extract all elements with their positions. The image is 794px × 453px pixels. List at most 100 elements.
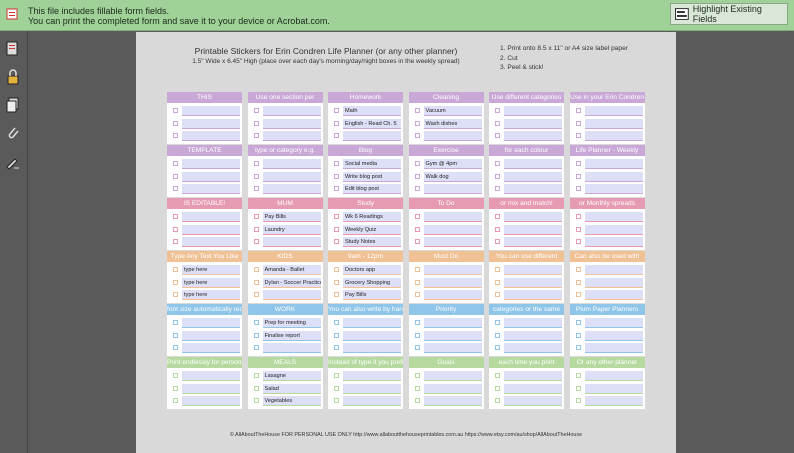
- form-field[interactable]: [262, 290, 321, 300]
- form-field[interactable]: [504, 330, 562, 341]
- checkbox[interactable]: [575, 186, 581, 191]
- checkbox[interactable]: [414, 332, 420, 338]
- sticker-header[interactable]: or mix and match!: [489, 198, 564, 209]
- sticker-header[interactable]: Print endlessly for personal use: [167, 357, 242, 368]
- checkbox[interactable]: [334, 267, 339, 272]
- form-field[interactable]: [584, 277, 643, 288]
- checkbox[interactable]: [173, 332, 178, 338]
- checkbox[interactable]: [575, 373, 581, 378]
- checkbox[interactable]: [173, 108, 178, 113]
- form-field[interactable]: [504, 159, 562, 169]
- checkbox[interactable]: [173, 161, 178, 166]
- checkbox[interactable]: [334, 292, 339, 297]
- form-field[interactable]: Dylan - Soccer Practice: [262, 277, 321, 288]
- form-field[interactable]: [584, 343, 643, 353]
- checkbox[interactable]: [495, 239, 500, 244]
- checkbox[interactable]: [253, 292, 259, 297]
- checkbox[interactable]: [575, 214, 581, 219]
- form-field[interactable]: [182, 212, 240, 222]
- sticker-header[interactable]: Can also be used with: [569, 251, 645, 262]
- form-field[interactable]: Write blog post: [343, 171, 401, 182]
- form-field[interactable]: Salad: [262, 383, 321, 394]
- checkbox[interactable]: [414, 186, 420, 191]
- checkbox[interactable]: [334, 398, 339, 403]
- checkbox[interactable]: [334, 108, 339, 113]
- sticker-header[interactable]: categories or the same: [489, 304, 564, 315]
- checkbox[interactable]: [414, 226, 420, 232]
- form-field[interactable]: [423, 343, 482, 353]
- form-field[interactable]: [182, 184, 240, 194]
- form-field[interactable]: [262, 118, 321, 129]
- attachment-icon[interactable]: [5, 125, 21, 141]
- form-field[interactable]: [182, 106, 240, 116]
- checkbox[interactable]: [173, 226, 178, 232]
- form-field[interactable]: [504, 131, 562, 141]
- checkbox[interactable]: [575, 173, 581, 179]
- checkbox[interactable]: [253, 133, 259, 138]
- checkbox[interactable]: [495, 214, 500, 219]
- form-field[interactable]: [343, 318, 401, 328]
- form-field[interactable]: [504, 318, 562, 328]
- checkbox[interactable]: [173, 120, 178, 126]
- checkbox[interactable]: [253, 214, 259, 219]
- sticker-header[interactable]: Use one section per: [247, 92, 323, 103]
- checkbox[interactable]: [414, 133, 420, 138]
- form-field[interactable]: [584, 131, 643, 141]
- checkbox[interactable]: [253, 161, 259, 166]
- form-field[interactable]: [262, 237, 321, 247]
- sticker-header[interactable]: Goals: [408, 357, 484, 368]
- form-field[interactable]: [504, 212, 562, 222]
- checkbox[interactable]: [334, 279, 339, 285]
- checkbox[interactable]: [334, 345, 339, 350]
- form-field[interactable]: [182, 383, 240, 394]
- checkbox[interactable]: [253, 332, 259, 338]
- checkbox[interactable]: [334, 120, 339, 126]
- form-field[interactable]: Wk 6 Readings: [343, 212, 401, 222]
- form-field[interactable]: [262, 159, 321, 169]
- sticker-header[interactable]: 9am - 12pm: [328, 251, 403, 262]
- form-field[interactable]: [423, 383, 482, 394]
- checkbox[interactable]: [334, 226, 339, 232]
- checkbox[interactable]: [575, 279, 581, 285]
- checkbox[interactable]: [575, 345, 581, 350]
- sticker-header[interactable]: To Do: [408, 198, 484, 209]
- sticker-header[interactable]: font size automatically reduces: [167, 304, 242, 315]
- form-field[interactable]: [182, 343, 240, 353]
- sticker-header[interactable]: You can use different: [489, 251, 564, 262]
- sticker-header[interactable]: Or any other planner: [569, 357, 645, 368]
- checkbox[interactable]: [253, 186, 259, 191]
- form-field[interactable]: [262, 131, 321, 141]
- form-field[interactable]: [182, 224, 240, 235]
- form-field[interactable]: [584, 184, 643, 194]
- form-field[interactable]: [504, 265, 562, 275]
- form-field[interactable]: [423, 212, 482, 222]
- checkbox[interactable]: [334, 332, 339, 338]
- form-field[interactable]: type here: [182, 277, 240, 288]
- form-field[interactable]: [262, 171, 321, 182]
- form-field[interactable]: Vacuum: [423, 106, 482, 116]
- form-field[interactable]: Edit blog post: [343, 184, 401, 194]
- form-field[interactable]: [423, 290, 482, 300]
- checkbox[interactable]: [575, 320, 581, 325]
- sticker-header[interactable]: MUM: [247, 198, 323, 209]
- checkbox[interactable]: [495, 292, 500, 297]
- pages-icon[interactable]: [5, 97, 21, 113]
- checkbox[interactable]: [173, 385, 178, 391]
- sticker-header[interactable]: Use in your Erin Condren: [569, 92, 645, 103]
- checkbox[interactable]: [495, 173, 500, 179]
- checkbox[interactable]: [495, 226, 500, 232]
- sticker-header[interactable]: TEMPLATE: [167, 145, 242, 156]
- checkbox[interactable]: [414, 398, 420, 403]
- checkbox[interactable]: [173, 398, 178, 403]
- sticker-header[interactable]: for each colour: [489, 145, 564, 156]
- checkbox[interactable]: [334, 173, 339, 179]
- sticker-header[interactable]: WORK: [247, 304, 323, 315]
- checkbox[interactable]: [495, 267, 500, 272]
- form-field[interactable]: [504, 383, 562, 394]
- form-field[interactable]: [423, 330, 482, 341]
- form-field[interactable]: [182, 318, 240, 328]
- form-field[interactable]: [343, 396, 401, 406]
- lock-icon[interactable]: [5, 69, 21, 85]
- form-field[interactable]: Finalise report: [262, 330, 321, 341]
- form-field[interactable]: [584, 371, 643, 381]
